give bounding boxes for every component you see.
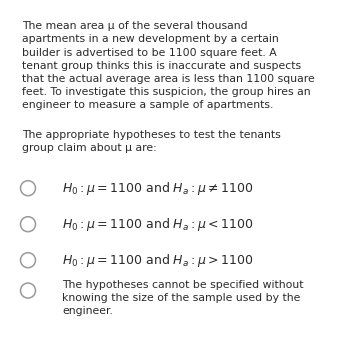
Text: that the actual average area is less than 1100 square: that the actual average area is less tha… [22, 74, 315, 84]
Text: tenant group thinks this is inaccurate and suspects: tenant group thinks this is inaccurate a… [22, 61, 301, 71]
Text: feet. To investigate this suspicion, the group hires an: feet. To investigate this suspicion, the… [22, 87, 311, 97]
Text: group claim about μ are:: group claim about μ are: [22, 143, 157, 153]
Text: engineer to measure a sample of apartments.: engineer to measure a sample of apartmen… [22, 100, 273, 111]
Text: builder is advertised to be 1100 square feet. A: builder is advertised to be 1100 square … [22, 47, 277, 58]
Text: The appropriate hypotheses to test the tenants: The appropriate hypotheses to test the t… [22, 130, 281, 140]
Text: $H_0 : \mu = 1100$ and $H_a : \mu > 1100$: $H_0 : \mu = 1100$ and $H_a : \mu > 1100… [62, 252, 253, 269]
Text: apartments in a new development by a certain: apartments in a new development by a cer… [22, 34, 279, 44]
Text: knowing the size of the sample used by the: knowing the size of the sample used by t… [62, 293, 300, 303]
Text: $H_0 : \mu = 1100$ and $H_a : \mu < 1100$: $H_0 : \mu = 1100$ and $H_a : \mu < 1100… [62, 216, 253, 233]
Text: The mean area μ of the several thousand: The mean area μ of the several thousand [22, 21, 248, 31]
Text: The hypotheses cannot be specified without: The hypotheses cannot be specified witho… [62, 280, 303, 290]
Text: $H_0 : \mu = 1100$ and $H_a : \mu \neq 1100$: $H_0 : \mu = 1100$ and $H_a : \mu \neq 1… [62, 180, 253, 197]
Text: engineer.: engineer. [62, 306, 113, 316]
